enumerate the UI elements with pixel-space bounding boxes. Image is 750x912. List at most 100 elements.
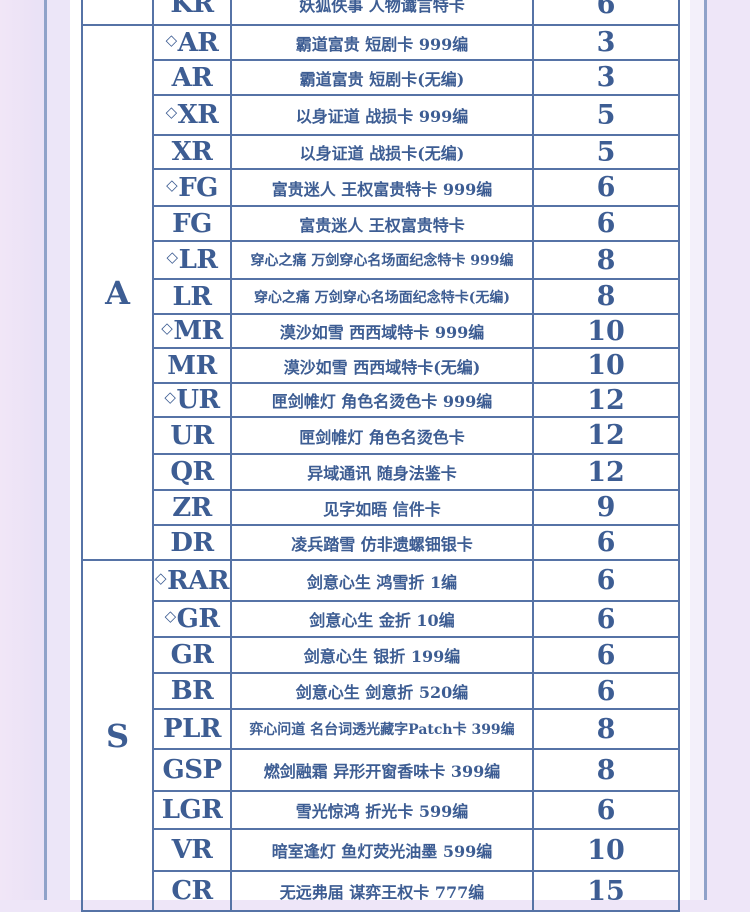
rarity-code: GR bbox=[176, 604, 220, 634]
count-cell: 5 bbox=[532, 94, 680, 136]
rarity-code: FG bbox=[172, 208, 212, 239]
card-name-cell: 富贵迷人 王权富贵特卡 999编 bbox=[230, 168, 534, 207]
card-name-cell: 漠沙如雪 西西域特卡(无编) bbox=[230, 347, 534, 384]
table-row: ◇LR 穿心之痛 万剑穿心名场面纪念特卡 999编 8 bbox=[82, 240, 680, 280]
table-row: KR 妖狐佚事 人物谶言特卡 6 bbox=[81, 0, 680, 26]
rarity-code-cell: UR bbox=[152, 416, 232, 455]
count-cell: 12 bbox=[532, 453, 680, 491]
rarity-code: BR bbox=[170, 676, 214, 706]
diamond-marker-icon: ◇ bbox=[161, 319, 173, 337]
rarity-code-cell: QR bbox=[152, 453, 232, 491]
rarity-code-cell: KR bbox=[152, 0, 232, 26]
rarity-code-cell: AR bbox=[152, 59, 232, 96]
card-name-cell: 穿心之痛 万剑穿心名场面纪念特卡 999编 bbox=[230, 240, 534, 280]
frame-strip-right bbox=[690, 0, 704, 900]
count-cell: 8 bbox=[532, 748, 680, 792]
table-row: ◇FG 富贵迷人 王权富贵特卡 999编 6 bbox=[82, 168, 680, 207]
rarity-code-cell: GSP bbox=[152, 748, 232, 792]
table-row: ◇XR 以身证道 战损卡 999编 5 bbox=[82, 94, 680, 136]
card-rarity-table: KR 妖狐佚事 人物谶言特卡 6 A ◇AR 霸道富贵 短剧卡 999编 3 AR 霸道富贵 短… bbox=[81, 0, 680, 912]
rarity-code-cell: GR bbox=[152, 636, 232, 674]
table-row: XR 以身证道 战损卡(无编) 5 bbox=[82, 134, 680, 170]
table-row: QR 异域通讯 随身法鉴卡 12 bbox=[82, 453, 680, 491]
card-name-cell: 霸道富贵 短剧卡 999编 bbox=[230, 24, 534, 61]
rarity-code: CR bbox=[171, 876, 213, 906]
rarity-code: ZR bbox=[172, 492, 212, 523]
frame-strip-left bbox=[47, 0, 70, 900]
grade-cell: A bbox=[81, 24, 154, 561]
rarity-code: AR bbox=[177, 27, 219, 58]
card-name-cell: 无远弗届 谋弈王权卡 777编 bbox=[230, 870, 534, 912]
count-cell: 8 bbox=[532, 240, 680, 280]
rarity-code-cell: ◇LR bbox=[152, 240, 232, 280]
table-row: ◇UR 匣剑帷灯 角色名烫色卡 999编 12 bbox=[82, 382, 680, 418]
diamond-marker-icon: ◇ bbox=[164, 607, 177, 625]
frame-line-right bbox=[704, 0, 707, 900]
count-cell: 8 bbox=[532, 278, 680, 315]
card-name-cell: 妖狐佚事 人物谶言特卡 bbox=[230, 0, 534, 26]
count-cell: 9 bbox=[532, 489, 680, 526]
rarity-code: KR bbox=[170, 0, 214, 19]
table-row: A ◇AR 霸道富贵 短剧卡 999编 3 bbox=[81, 24, 680, 561]
rarity-code: PLR bbox=[163, 714, 221, 744]
count-cell: 12 bbox=[532, 382, 680, 418]
rarity-code: MR bbox=[173, 316, 223, 346]
grade-cell: S bbox=[81, 559, 154, 912]
rarity-code: DR bbox=[170, 527, 214, 558]
rarity-code-cell: MR bbox=[152, 347, 232, 384]
card-name-cell: 见字如晤 信件卡 bbox=[230, 489, 534, 526]
rarity-code: MR bbox=[167, 350, 217, 381]
card-name-cell: 暗室逢灯 鱼灯荧光油墨 599编 bbox=[230, 828, 534, 872]
rarity-code: AR bbox=[171, 62, 213, 93]
card-name-cell: 雪光惊鸿 折光卡 599编 bbox=[230, 790, 534, 830]
table-row: FG 富贵迷人 王权富贵特卡 6 bbox=[82, 205, 680, 242]
table-row: BR 剑意心生 剑意折 520编 6 bbox=[82, 672, 680, 710]
card-name-cell: 凌兵踏雪 仿非遗螺钿银卡 bbox=[230, 524, 534, 561]
diamond-marker-icon: ◇ bbox=[166, 248, 179, 266]
card-name-cell: 剑意心生 银折 199编 bbox=[230, 636, 534, 674]
count-cell: 6 bbox=[532, 672, 680, 710]
card-name-cell: 剑意心生 金折 10编 bbox=[230, 600, 534, 638]
diamond-marker-icon: ◇ bbox=[165, 30, 178, 49]
table-row: DR 凌兵踏雪 仿非遗螺钿银卡 6 bbox=[82, 524, 680, 561]
table-row: VR 暗室逢灯 鱼灯荧光油墨 599编 10 bbox=[82, 828, 680, 872]
rarity-code-cell: ◇MR bbox=[152, 313, 232, 349]
card-name-cell: 以身证道 战损卡(无编) bbox=[230, 134, 534, 170]
rarity-code: XR bbox=[171, 137, 213, 167]
rarity-code-cell: XR bbox=[152, 134, 232, 170]
count-cell: 15 bbox=[532, 870, 680, 912]
rarity-code: LR bbox=[172, 281, 212, 312]
rarity-code-cell: FG bbox=[152, 205, 232, 242]
count-cell: 6 bbox=[532, 168, 680, 207]
count-cell: 3 bbox=[532, 59, 680, 96]
rarity-code: GR bbox=[170, 640, 214, 670]
card-name-cell: 霸道富贵 短剧卡(无编) bbox=[230, 59, 534, 96]
card-name-cell: 弈心问道 名台词透光藏字Patch卡 399编 bbox=[230, 708, 534, 750]
rarity-code: LR bbox=[178, 245, 218, 275]
rarity-code: FG bbox=[178, 172, 218, 203]
count-cell: 10 bbox=[532, 313, 680, 349]
card-name-cell: 穿心之痛 万剑穿心名场面纪念特卡(无编) bbox=[230, 278, 534, 315]
table-row: ◇MR 漠沙如雪 西西域特卡 999编 10 bbox=[82, 313, 680, 349]
rarity-code-cell: ZR bbox=[152, 489, 232, 526]
table-row: ◇GR 剑意心生 金折 10编 6 bbox=[82, 600, 680, 638]
rarity-code: UR bbox=[170, 420, 214, 451]
count-cell: 6 bbox=[532, 205, 680, 242]
frame-line-left bbox=[44, 0, 47, 900]
rarity-code: RAR bbox=[167, 565, 229, 596]
rarity-code-cell: ◇RAR bbox=[152, 559, 232, 602]
rarity-code-cell: LGR bbox=[152, 790, 232, 830]
card-name-cell: 富贵迷人 王权富贵特卡 bbox=[230, 205, 534, 242]
rarity-code-cell: PLR bbox=[152, 708, 232, 750]
rarity-code-cell: CR bbox=[152, 870, 232, 912]
table-row: PLR 弈心问道 名台词透光藏字Patch卡 399编 8 bbox=[82, 708, 680, 750]
count-cell: 12 bbox=[532, 416, 680, 455]
card-name-cell: 漠沙如雪 西西域特卡 999编 bbox=[230, 313, 534, 349]
rarity-code: GSP bbox=[162, 755, 222, 785]
count-cell: 6 bbox=[532, 636, 680, 674]
diamond-marker-icon: ◇ bbox=[166, 175, 178, 194]
table-row: MR 漠沙如雪 西西域特卡(无编) 10 bbox=[82, 347, 680, 384]
table-row: S ◇RAR 剑意心生 鸿雪折 1编 6 bbox=[81, 559, 680, 912]
table-row: ZR 见字如晤 信件卡 9 bbox=[82, 489, 680, 526]
diamond-marker-icon: ◇ bbox=[164, 388, 176, 406]
